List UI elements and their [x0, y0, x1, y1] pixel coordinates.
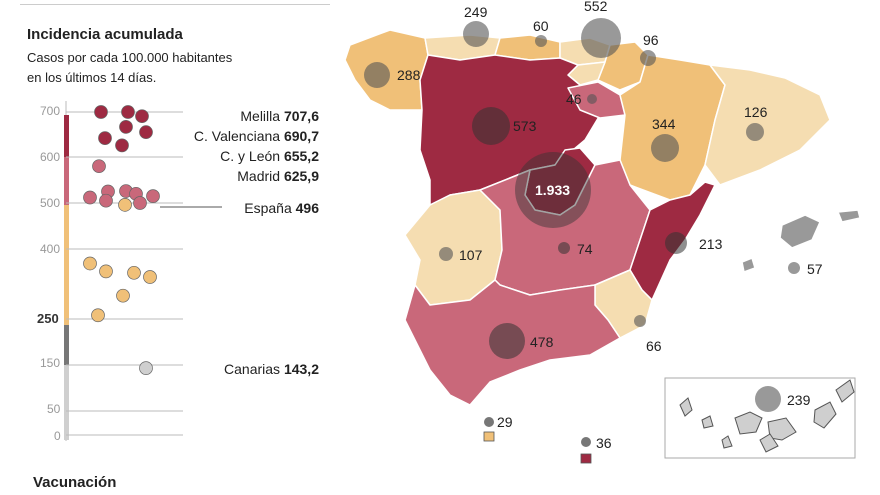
map-label-cataluna: 126 — [744, 104, 768, 120]
circle-pais-vasco — [535, 35, 547, 47]
dot-point — [119, 120, 133, 134]
region-cataluna — [704, 64, 831, 186]
map-label-ceuta: 29 — [497, 414, 513, 430]
circle-aragon — [651, 134, 679, 162]
map-label-murcia: 66 — [646, 338, 662, 354]
canarias-inset-frame — [664, 377, 856, 459]
map-label-castilla-y-leon: 573 — [513, 118, 537, 134]
map-label-la-rioja: 96 — [643, 32, 659, 48]
circle-ceuta — [484, 417, 494, 427]
circle-canarias — [755, 386, 781, 412]
top-cutoff-rule — [20, 0, 330, 5]
dot-point — [92, 159, 106, 174]
map-label-galicia: 288 — [397, 67, 421, 83]
section-title-vacunacion: Vacunación — [33, 474, 117, 491]
circle-extremadura — [439, 247, 453, 261]
scale-bar-high — [64, 157, 69, 205]
dot-point — [139, 361, 153, 375]
dot-point — [83, 190, 97, 205]
map-label-cantabria: 249 — [464, 4, 488, 20]
incidence-circles — [364, 18, 800, 447]
map-label-melilla: 36 — [596, 435, 612, 451]
label-melilla: Melilla 707,6 — [240, 108, 319, 124]
axis-tick-50: 50 — [47, 402, 61, 416]
axis-tick-250: 250 — [37, 311, 59, 326]
spain-map — [344, 18, 861, 464]
map-label-navarra: 552 — [584, 0, 608, 14]
scale-bar-grey-light — [64, 365, 69, 440]
map-label-castilla-la-mancha: 74 — [577, 241, 593, 257]
map-label-canarias: 239 — [787, 392, 811, 408]
map-label-madrid: 1.933 — [535, 182, 571, 198]
circle-castilla-y-leon — [472, 107, 510, 145]
dot-point — [115, 138, 129, 153]
dot-point — [146, 189, 160, 203]
circle-navarra — [581, 18, 621, 58]
circle-soria — [587, 94, 597, 104]
circle-melilla — [581, 437, 591, 447]
dot-point — [127, 265, 141, 280]
dot-point — [133, 196, 147, 210]
dot-point — [118, 197, 132, 212]
circle-andalucia — [489, 323, 525, 359]
dot-point — [121, 105, 135, 119]
axis-tick-400: 400 — [40, 242, 61, 256]
region-baleares-ibiza — [741, 257, 756, 273]
region-baleares-menorca — [837, 209, 861, 223]
axis-tick-0: 0 — [54, 429, 61, 443]
dot-series — [83, 105, 160, 375]
circle-la-rioja — [640, 50, 656, 66]
dot-point — [143, 270, 157, 284]
axis-tick-700: 700 — [40, 104, 61, 118]
map-label-soria: 46 — [566, 91, 582, 107]
circle-castilla-la-mancha — [558, 242, 570, 254]
dot-point — [116, 288, 130, 303]
circle-murcia — [634, 315, 646, 327]
circle-baleares — [788, 262, 800, 274]
circle-c-valenciana — [665, 232, 687, 254]
dot-point — [135, 109, 149, 124]
label-c-valenciana: C. Valenciana 690,7 — [193, 128, 319, 144]
dot-point — [98, 131, 112, 145]
dot-point — [94, 105, 108, 119]
map-label-pais-vasco: 60 — [533, 18, 549, 34]
axis-tick-150: 150 — [40, 356, 61, 370]
region-baleares-mallorca — [779, 214, 821, 249]
dot-point — [139, 125, 153, 140]
map-label-aragon: 344 — [652, 116, 676, 132]
label-madrid: Madrid 625,9 — [237, 168, 319, 184]
dot-point — [91, 308, 105, 323]
dot-point — [99, 193, 113, 208]
circle-madrid — [515, 152, 591, 228]
incidence-dot-chart — [64, 101, 222, 441]
scale-bar-medium — [64, 205, 69, 325]
map-label-c-valenciana: 213 — [699, 236, 723, 252]
circle-cantabria — [463, 21, 489, 47]
chart-subtitle-line1: Casos por cada 100.000 habitantes — [27, 50, 233, 65]
map-label-baleares: 57 — [807, 261, 823, 277]
label-c-y-leon: C. y León 655,2 — [220, 148, 319, 164]
label-espana: España 496 — [244, 200, 319, 216]
map-label-extremadura: 107 — [459, 247, 483, 263]
dot-point — [99, 264, 113, 279]
axis-tick-500: 500 — [40, 196, 61, 210]
circle-cataluna — [746, 123, 764, 141]
label-canarias: Canarias 143,2 — [224, 361, 319, 377]
canarias-islands — [679, 379, 855, 453]
axis-tick-600: 600 — [40, 150, 61, 164]
circle-galicia — [364, 62, 390, 88]
map-label-andalucia: 478 — [530, 334, 554, 350]
scale-bar-grey-dark — [64, 325, 69, 365]
dot-point — [83, 256, 97, 271]
chart-title: Incidencia acumulada — [27, 26, 183, 43]
swatch-melilla — [580, 453, 592, 464]
swatch-ceuta — [483, 431, 495, 442]
chart-subtitle-line2: en los últimos 14 días. — [27, 70, 157, 85]
